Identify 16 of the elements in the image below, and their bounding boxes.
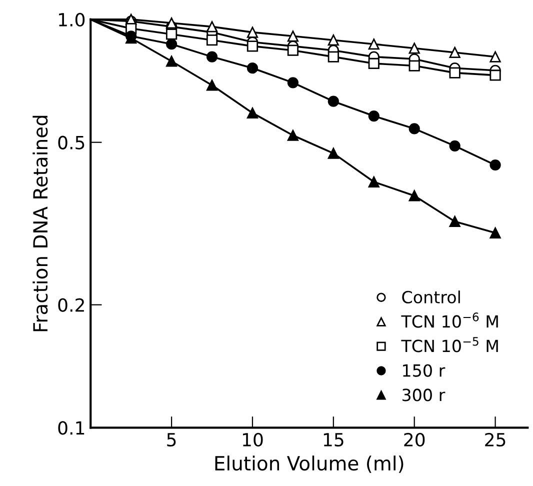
y-tick-label: 0.2 xyxy=(58,298,84,312)
legend-label: Control xyxy=(402,290,460,304)
y-tick-label: 0.1 xyxy=(58,421,84,435)
legend-label: TCN 10$^{−6}$ M xyxy=(401,312,498,328)
x-tick-label: 15 xyxy=(324,433,344,447)
x-tick-label: 10 xyxy=(242,432,263,447)
y-tick-label: 1.0 xyxy=(59,12,85,27)
x-tick-label: 20 xyxy=(404,432,425,447)
y-axis-title: Fraction DNA Retained xyxy=(32,116,48,332)
x-tick-label: 5 xyxy=(167,433,176,447)
y-tick-label: 0.5 xyxy=(58,136,84,150)
legend-label: 300 r xyxy=(402,388,446,402)
x-axis-title: Elution Volume (ml) xyxy=(215,456,404,473)
x-tick-label: 25 xyxy=(485,432,506,447)
legend-label: TCN 10$^{−5}$ M xyxy=(401,337,498,352)
legend-label: 150 r xyxy=(403,364,446,377)
